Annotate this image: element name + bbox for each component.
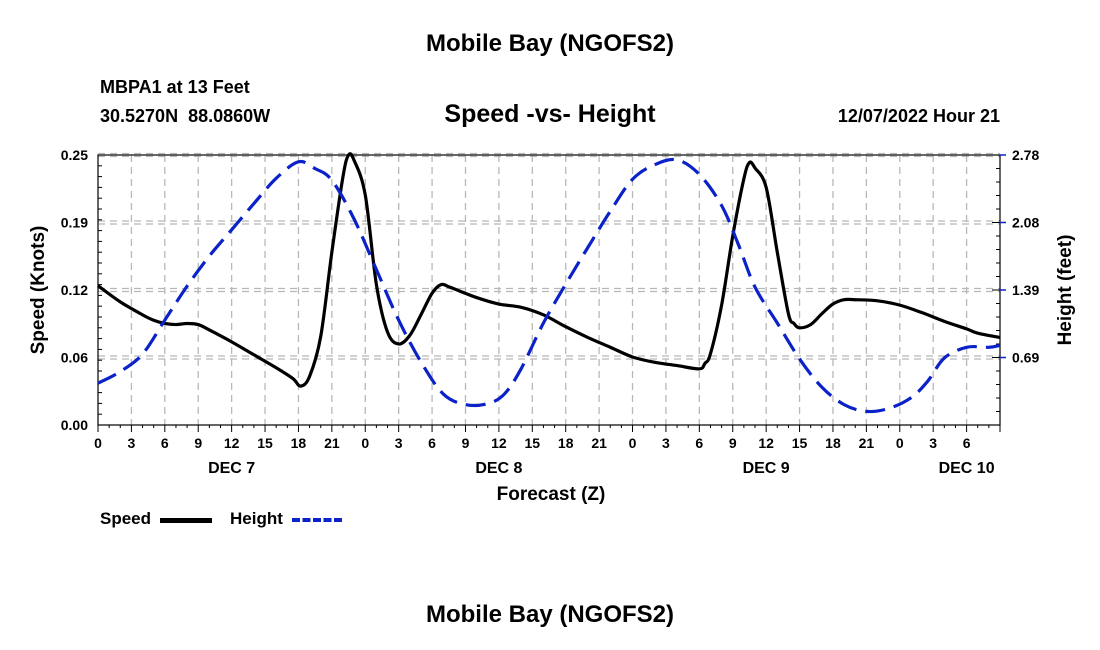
x-axis-title: Forecast (Z) bbox=[497, 484, 606, 505]
y-right-tick-label: 0.69 bbox=[1012, 350, 1039, 366]
x-tick-label: 12 bbox=[758, 435, 774, 451]
x-tick-label: 0 bbox=[361, 435, 369, 451]
forecast-timestamp: 12/07/2022 Hour 21 bbox=[837, 106, 1000, 126]
station-coords: 30.5270N 88.0860W bbox=[100, 106, 271, 126]
x-tick-label: 15 bbox=[525, 435, 541, 451]
height-series-line bbox=[97, 157, 1001, 414]
y-right-tick-label: 2.08 bbox=[1012, 215, 1039, 231]
x-tick-label: 6 bbox=[428, 435, 436, 451]
y-tick-label: 0.00 bbox=[61, 417, 88, 433]
station-name: MBPA1 at 13 Feet bbox=[100, 77, 250, 97]
x-tick-label: 3 bbox=[929, 435, 937, 451]
plot-frame bbox=[97, 154, 1001, 426]
y-tick-label: 0.25 bbox=[61, 147, 88, 163]
speed-height-chart: 0 3 6 9 12 15 18 21 0 3 6 9 12 15 18 21 0 3 6 9 12 15 18 21 0 3 6 D… bbox=[28, 147, 1076, 505]
date-label: DEC 10 bbox=[939, 460, 995, 477]
x-tick-label: 9 bbox=[462, 435, 470, 451]
legend-speed-swatch bbox=[160, 518, 212, 523]
x-tick-label: 0 bbox=[629, 435, 637, 451]
x-tick-label: 21 bbox=[591, 435, 607, 451]
x-tick-label: 12 bbox=[224, 435, 240, 451]
page-title: Mobile Bay (NGOFS2) bbox=[425, 30, 675, 57]
bottom-title: Mobile Bay (NGOFS2) bbox=[425, 601, 675, 628]
x-tick-label: 6 bbox=[963, 435, 971, 451]
speed-series-line bbox=[97, 152, 1001, 388]
y-right-axis-title: Height (feet) bbox=[1055, 235, 1076, 346]
x-tick-label: 3 bbox=[662, 435, 670, 451]
y-axis-title: Speed (Knots) bbox=[28, 226, 49, 355]
x-tick-label: 0 bbox=[896, 435, 904, 451]
x-tick-label: 21 bbox=[324, 435, 340, 451]
y-tick-label: 0.06 bbox=[61, 350, 88, 366]
date-label: DEC 8 bbox=[475, 460, 522, 477]
x-tick-label: 3 bbox=[128, 435, 136, 451]
legend-height-label: Height bbox=[230, 509, 283, 528]
y-right-tick-label: 2.78 bbox=[1012, 147, 1039, 163]
date-label: DEC 7 bbox=[208, 460, 255, 477]
x-tick-label: 15 bbox=[792, 435, 808, 451]
x-tick-label: 18 bbox=[558, 435, 574, 451]
x-tick-label: 0 bbox=[94, 435, 102, 451]
legend-speed-label: Speed bbox=[100, 509, 152, 528]
x-tick-label: 18 bbox=[291, 435, 307, 451]
x-tick-label: 15 bbox=[257, 435, 273, 451]
chart-subtitle: Speed -vs- Height bbox=[444, 100, 656, 128]
x-tick-label: 18 bbox=[825, 435, 841, 451]
legend-height-swatch bbox=[292, 518, 342, 522]
y-tick-label: 0.19 bbox=[61, 215, 88, 231]
x-tick-label: 6 bbox=[695, 435, 703, 451]
y-right-tick-label: 1.39 bbox=[1012, 282, 1039, 298]
x-tick-label: 9 bbox=[194, 435, 202, 451]
x-tick-label: 3 bbox=[395, 435, 403, 451]
x-tick-label: 6 bbox=[161, 435, 169, 451]
date-label: DEC 9 bbox=[743, 460, 790, 477]
x-tick-label: 12 bbox=[491, 435, 507, 451]
x-tick-label: 9 bbox=[729, 435, 737, 451]
x-tick-label: 21 bbox=[859, 435, 875, 451]
y-tick-label: 0.12 bbox=[61, 282, 88, 298]
